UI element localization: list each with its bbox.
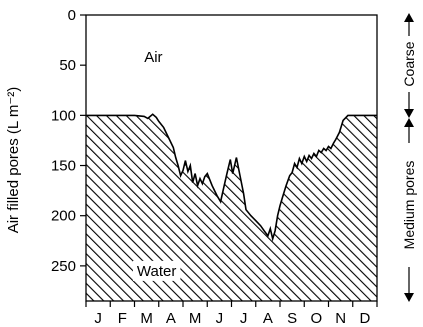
y-tick-label: 200 [51,208,76,225]
y-tick-label: 0 [68,7,76,24]
month-label-4: A [166,310,176,327]
water-area-layer [86,114,377,301]
right-label-coarse: Coarse [401,41,417,86]
month-label-1: J [94,310,102,327]
arrow-up-medium [404,118,414,127]
y-tick-label: 250 [51,258,76,275]
month-label-6: J [216,310,224,327]
month-label-12: D [359,310,370,327]
month-label-7: J [240,310,248,327]
month-label-8: A [263,310,273,327]
arrow-down-coarse [404,109,414,118]
month-label-9: S [287,310,297,327]
month-label-10: O [311,310,323,327]
annotation-water: Water [137,263,176,280]
month-label-11: N [335,310,346,327]
y-axis-label: Air filled pores (L m⁻²) [5,87,22,234]
arrow-down-bottom [404,293,414,302]
y-axis-ticks: 0 50 100 150 200 250 [51,7,86,275]
y-tick-label: 50 [59,57,76,74]
y-tick-label: 100 [51,107,76,124]
month-label-3: M [140,310,153,327]
month-label-5: M [189,310,202,327]
annotation-air: Air [144,49,162,66]
y-tick-label: 150 [51,158,76,175]
month-label-2: F [118,310,127,327]
pore-class-indicator: Coarse Medium pores [401,13,417,302]
right-label-medium: Medium pores [401,161,417,250]
arrow-up-top [404,13,414,22]
